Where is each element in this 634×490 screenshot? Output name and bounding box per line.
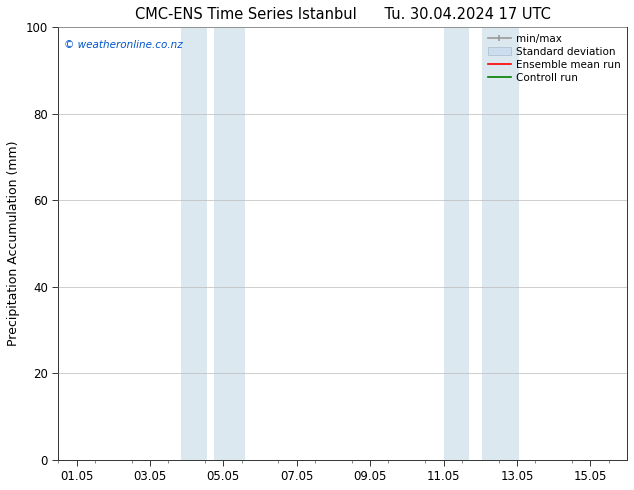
Title: CMC-ENS Time Series Istanbul      Tu. 30.04.2024 17 UTC: CMC-ENS Time Series Istanbul Tu. 30.04.2… (134, 7, 550, 22)
Legend: min/max, Standard deviation, Ensemble mean run, Controll run: min/max, Standard deviation, Ensemble me… (484, 29, 625, 87)
Bar (444, 27, 469, 460)
Y-axis label: Precipitation Accumulation (mm): Precipitation Accumulation (mm) (7, 141, 20, 346)
Bar (181, 27, 207, 460)
Bar (482, 27, 519, 460)
Bar (214, 27, 245, 460)
Text: © weatheronline.co.nz: © weatheronline.co.nz (64, 40, 183, 50)
